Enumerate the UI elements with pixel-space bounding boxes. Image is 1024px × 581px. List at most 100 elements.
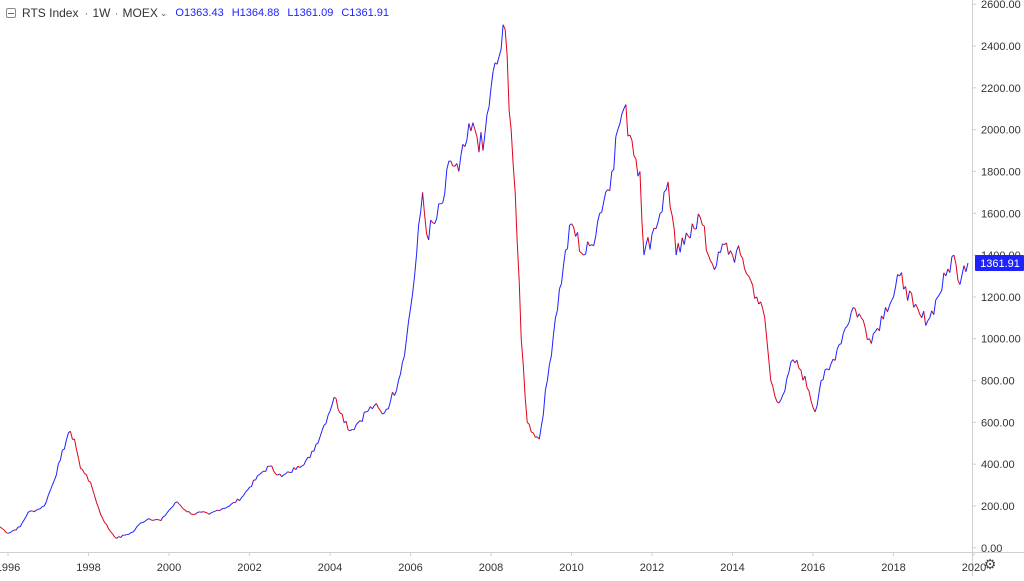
price-bar xyxy=(545,381,547,391)
price-bar xyxy=(250,487,252,488)
price-bar xyxy=(745,269,747,274)
y-tick-label: 600.00 xyxy=(981,417,1015,429)
x-tick-label: 2004 xyxy=(318,562,342,574)
price-bar xyxy=(93,489,95,495)
gear-icon[interactable]: ⚙ xyxy=(982,556,998,572)
last-price-label: 1361.91 xyxy=(975,255,1024,271)
price-bar xyxy=(36,509,38,510)
price-bar xyxy=(555,310,557,318)
price-bar xyxy=(338,409,340,413)
price-bar xyxy=(282,475,284,477)
legend-separator: · xyxy=(114,6,118,20)
last-price-label-text: 1361.91 xyxy=(980,258,1020,270)
price-bar xyxy=(855,309,857,317)
price-bar xyxy=(225,507,227,508)
price-bar xyxy=(441,203,443,204)
price-bar xyxy=(720,244,722,253)
price-bar xyxy=(773,386,775,395)
price-bar xyxy=(662,192,664,212)
price-bar xyxy=(710,261,712,264)
price-bar xyxy=(728,251,730,255)
x-tick-label: 2018 xyxy=(881,562,905,574)
price-bar xyxy=(783,391,785,395)
price-bar xyxy=(32,511,34,512)
price-bar xyxy=(292,468,294,473)
price-bar xyxy=(640,171,642,222)
price-bar xyxy=(304,460,306,464)
price-bar xyxy=(213,511,215,512)
x-axis-ticks[interactable]: 1996199820002002200420062008201020122014… xyxy=(0,552,986,574)
y-axis-ticks[interactable]: 0.00200.00400.00600.00800.001000.001200.… xyxy=(972,0,1021,555)
price-bar xyxy=(288,472,290,473)
price-bar xyxy=(475,130,477,137)
price-bar xyxy=(807,388,809,391)
price-bar xyxy=(336,398,338,409)
price-bar xyxy=(115,537,117,538)
price-bar xyxy=(177,502,179,504)
price-bar xyxy=(616,130,618,137)
y-tick-label: 0.00 xyxy=(981,543,1002,555)
price-bar xyxy=(2,529,4,530)
price-bar xyxy=(743,258,745,269)
legend-separator: · xyxy=(84,6,88,20)
price-bar xyxy=(739,246,741,255)
price-bar xyxy=(942,273,944,290)
price-bar xyxy=(896,274,898,286)
price-bar xyxy=(902,272,904,289)
price-bar xyxy=(205,512,207,513)
price-bar xyxy=(396,381,398,391)
price-bar xyxy=(924,311,926,325)
price-bar xyxy=(805,376,807,388)
price-bar xyxy=(894,287,896,297)
price-bar xyxy=(50,485,52,490)
y-tick-label: 1000.00 xyxy=(981,334,1021,346)
price-bar xyxy=(604,192,606,202)
price-bar xyxy=(594,236,596,245)
price-bar xyxy=(493,63,495,72)
price-bar xyxy=(549,356,551,365)
price-bar xyxy=(215,510,217,511)
price-bar xyxy=(602,202,604,213)
price-bar xyxy=(89,481,91,482)
price-bar xyxy=(735,251,737,263)
price-bar xyxy=(698,214,700,218)
price-bar xyxy=(40,507,42,509)
collapse-icon[interactable] xyxy=(6,8,16,18)
price-bar xyxy=(409,308,411,321)
y-tick-label: 800.00 xyxy=(981,376,1015,388)
price-bar xyxy=(596,221,598,236)
price-bar xyxy=(276,474,278,475)
price-bar xyxy=(175,502,177,503)
price-bar xyxy=(580,251,582,253)
price-bar xyxy=(469,123,471,131)
price-bar xyxy=(407,321,409,338)
price-bar xyxy=(62,449,64,450)
price-bar xyxy=(765,318,767,339)
price-bar xyxy=(843,328,845,333)
price-bar xyxy=(398,374,400,381)
exchange-label[interactable]: MOEX xyxy=(122,6,157,20)
chevron-down-icon[interactable]: ⌄ xyxy=(160,8,168,19)
price-bar xyxy=(145,520,147,522)
price-bar xyxy=(918,308,920,314)
interval-label[interactable]: 1W xyxy=(92,6,110,20)
symbol-name[interactable]: RTS Index xyxy=(22,6,78,20)
price-bar xyxy=(501,25,503,50)
price-bar xyxy=(101,514,103,518)
price-bar xyxy=(76,449,78,458)
price-bar xyxy=(404,339,406,356)
price-bar xyxy=(12,530,14,531)
price-bar xyxy=(809,391,811,401)
price-bar xyxy=(557,289,559,310)
price-bar xyxy=(314,444,316,451)
price-bar xyxy=(378,408,380,411)
price-bar xyxy=(24,516,26,519)
price-bar xyxy=(260,473,262,475)
price-bar xyxy=(861,318,863,321)
price-bar xyxy=(574,227,576,237)
price-bar xyxy=(161,517,163,521)
price-bar xyxy=(211,512,213,513)
price-bar xyxy=(382,413,384,414)
